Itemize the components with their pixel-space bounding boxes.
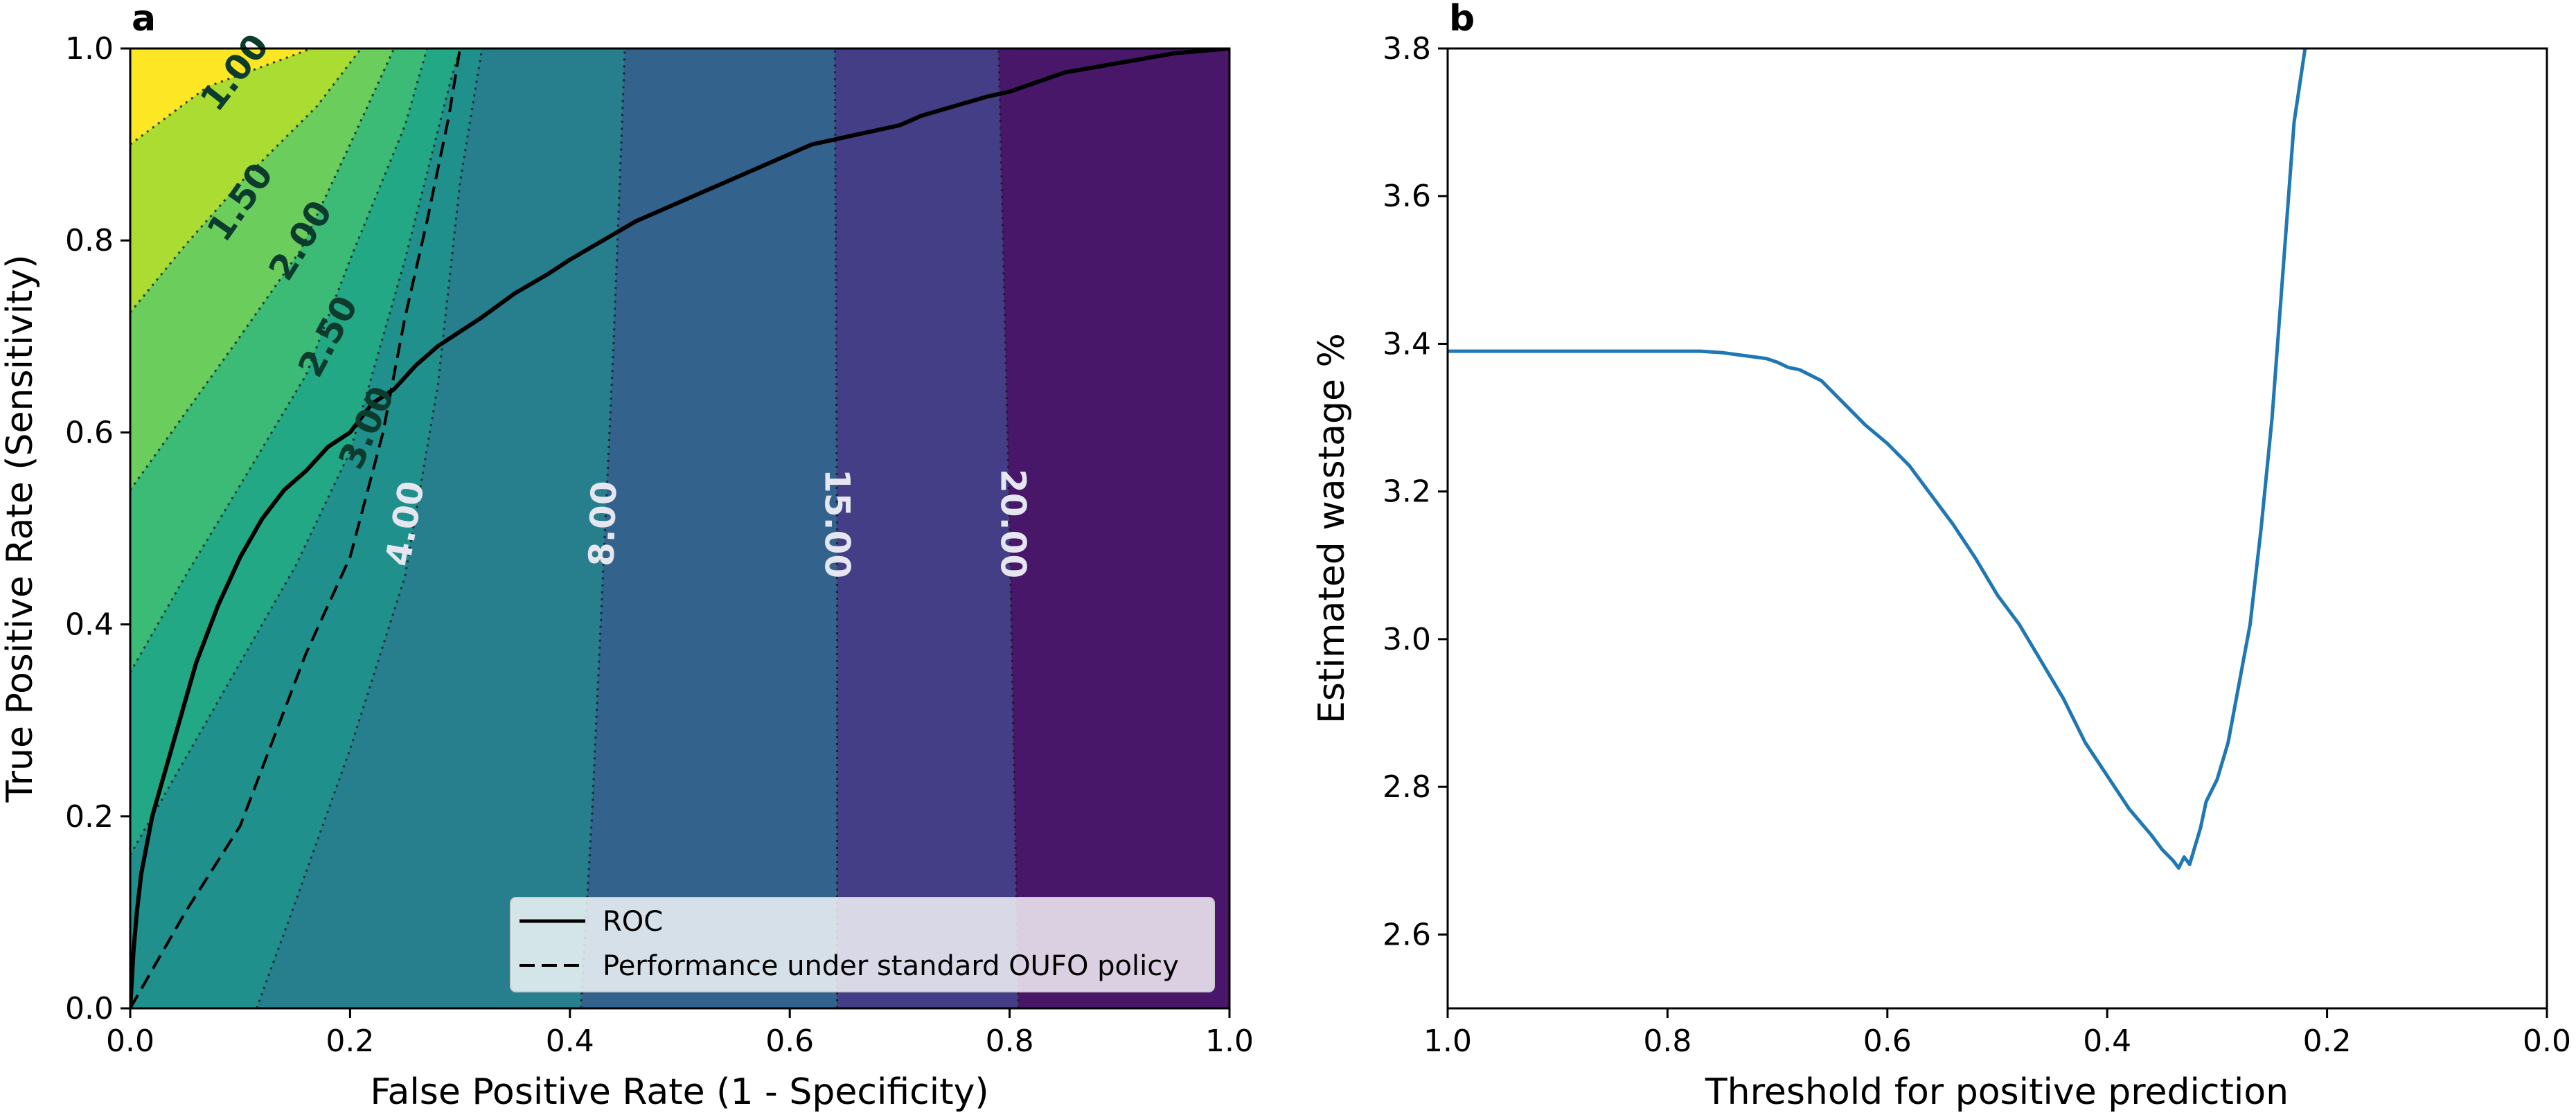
y-tick-label: 3.2 [1383, 474, 1431, 510]
y-tick-label: 3.6 [1383, 179, 1431, 214]
y-tick-label: 0.4 [65, 607, 114, 643]
x-tick-label: 1.0 [1423, 1024, 1472, 1059]
x-tick-label: 0.0 [106, 1024, 154, 1059]
y-tick-label: 2.8 [1383, 769, 1431, 805]
y-tick-label: 0.8 [65, 223, 114, 258]
contour-region-2.00 [130, 48, 394, 1008]
roc-curve [130, 48, 1229, 1008]
x-tick-label: 0.6 [765, 1024, 814, 1059]
x-tick-label: 0.4 [2083, 1024, 2131, 1059]
legend-roc-label: ROC [603, 906, 663, 938]
contour-line-8.00 [580, 48, 626, 1008]
legend: ROC Performance under standard OUFO poli… [510, 897, 1215, 992]
contour-line-4.00 [256, 48, 483, 1008]
x-tick-label: 0.2 [326, 1024, 374, 1059]
x-tick-label: 0.0 [2523, 1024, 2571, 1059]
panel-letter-a: a [132, 0, 156, 39]
y-tick-label: 1.0 [65, 31, 114, 66]
y-tick-label: 0.0 [65, 991, 114, 1026]
y-ticks-a: 0.0 0.2 0.4 0.6 0.8 1.0 [65, 31, 130, 1026]
x-tick-label: 0.8 [986, 1024, 1034, 1059]
contour-regions [130, 48, 1229, 1008]
x-tick-label: 0.4 [546, 1024, 594, 1059]
x-ticks-a: 0.0 0.2 0.4 0.6 0.8 1.0 [106, 1008, 1254, 1059]
contour-line-15.00 [833, 48, 838, 1008]
panel-b-line-chart: 1.0 0.8 0.6 0.4 0.2 0.0 2.6 2.8 3.0 3.2 3.4 3.6 3.8… [1311, 0, 2571, 1113]
x-tick-label: 0.2 [2303, 1024, 2352, 1059]
x-tick-label: 0.8 [1643, 1024, 1691, 1059]
x-tick-label: 1.0 [1205, 1024, 1254, 1059]
panel-letter-b: b [1449, 0, 1475, 39]
oufo-policy-curve [130, 48, 462, 1008]
x-axis-label-b: Threshold for positive prediction [1705, 1071, 2289, 1113]
x-tick-label: 0.6 [1863, 1024, 1912, 1059]
axes-frame-a [129, 47, 1231, 1010]
y-tick-label: 0.2 [65, 799, 114, 835]
contour-label-8.00: 8.00 [581, 480, 624, 567]
y-axis-label-a: True Positive Rate (Sensitivity) [0, 254, 41, 803]
y-tick-label: 3.8 [1383, 31, 1431, 66]
y-axis-label-b: Estimated wastage % [1311, 333, 1353, 724]
contour-label-15.00: 15.00 [817, 469, 857, 578]
x-ticks-b: 1.0 0.8 0.6 0.4 0.2 0.0 [1423, 1008, 2571, 1059]
x-axis-label-a: False Positive Rate (1 - Specificity) [370, 1071, 988, 1113]
y-tick-label: 3.0 [1383, 622, 1431, 657]
roc-series [130, 48, 1229, 1008]
axes-frame-b [1446, 47, 2548, 1010]
y-tick-label: 0.6 [65, 415, 114, 450]
y-ticks-b: 2.6 2.8 3.0 3.2 3.4 3.6 3.8 [1383, 31, 1448, 952]
panel-a-contour-chart: 1.001.502.002.503.004.00 8.00 15.00 20.00 0… [0, 0, 1254, 1113]
contour-label-20.00: 20.00 [993, 469, 1033, 578]
wastage-series [1448, 48, 2307, 870]
wastage-line [1448, 48, 2307, 870]
y-tick-label: 3.4 [1383, 326, 1431, 362]
contour-line-3.00 [130, 48, 461, 855]
contour-region-top [130, 48, 312, 145]
y-tick-label: 2.6 [1383, 917, 1431, 952]
contour-region-1.50 [130, 48, 362, 1008]
contour-line-20.00 [997, 48, 1020, 1008]
legend-box [510, 897, 1215, 992]
legend-oufo-label: Performance under standard OUFO policy [603, 950, 1179, 982]
contour-lines [130, 48, 1020, 1008]
